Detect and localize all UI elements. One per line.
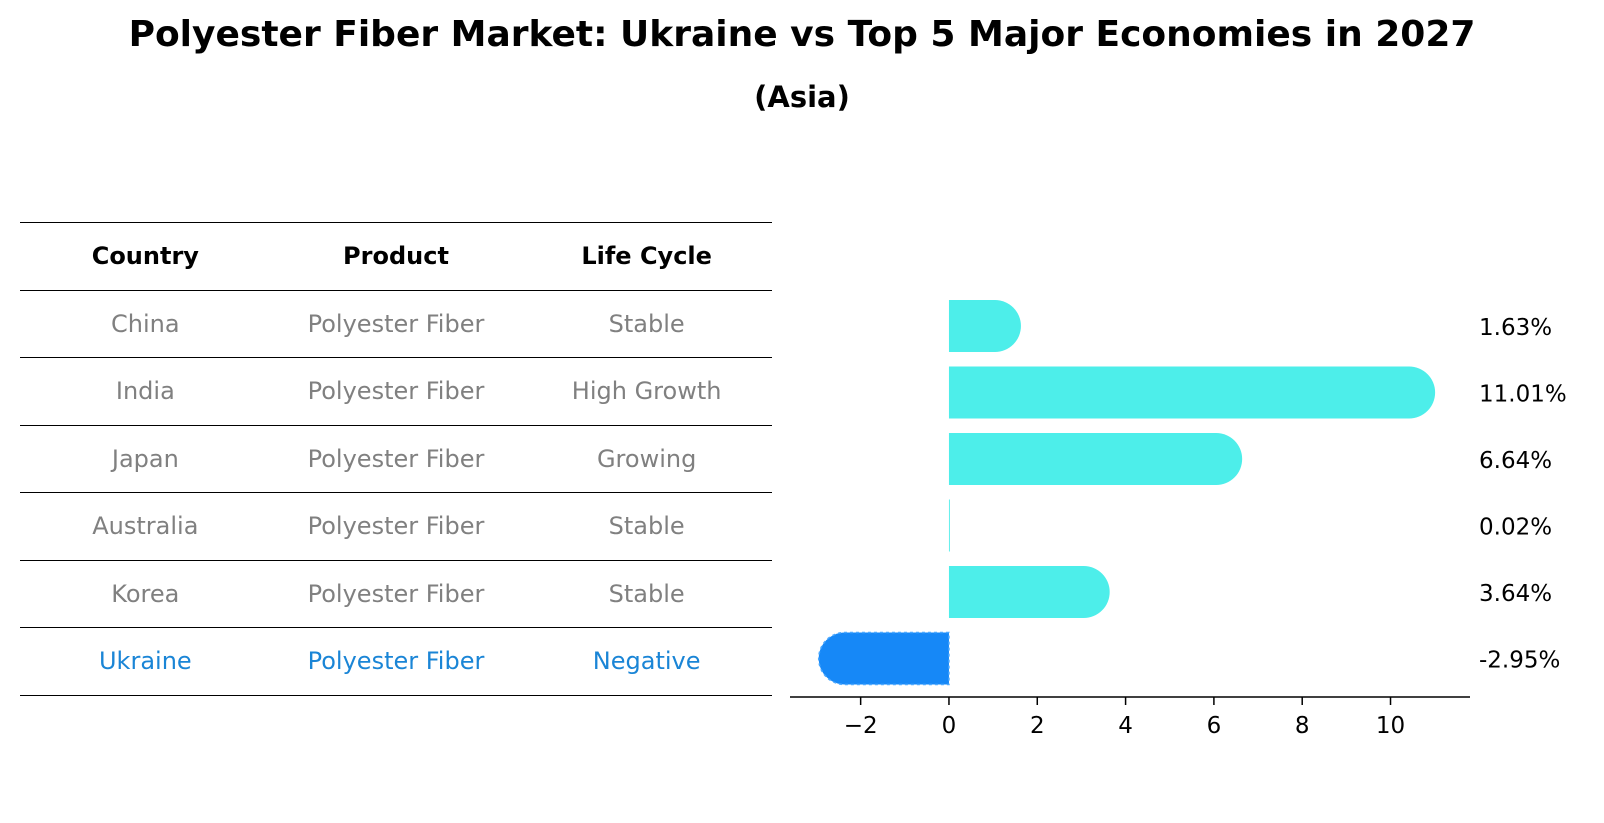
cell-product: Polyester Fiber <box>307 309 485 338</box>
cell-product: Polyester Fiber <box>307 579 485 608</box>
table-row-australia: Australia Polyester Fiber Stable <box>20 492 772 560</box>
value-label-china: 1.63% <box>1479 315 1552 341</box>
value-label-ukraine: -2.95% <box>1479 648 1560 674</box>
x-tick-label: 4 <box>1118 713 1133 739</box>
value-label-australia: 0.02% <box>1479 515 1552 541</box>
table-header-row: Country Product Life Cycle <box>20 222 772 290</box>
cell-life-cycle: Stable <box>608 309 685 338</box>
value-label-korea: 3.64% <box>1479 581 1552 607</box>
chart-subtitle: (Asia) <box>754 80 850 114</box>
header-product: Product <box>343 242 449 271</box>
header-life-cycle: Life Cycle <box>581 242 712 271</box>
value-label-india: 11.01% <box>1479 382 1567 408</box>
x-tick-label: 6 <box>1207 713 1222 739</box>
bar-india <box>948 366 1436 419</box>
cell-life-cycle: Growing <box>596 444 697 473</box>
header-country: Country <box>91 242 199 271</box>
x-tick-label: 10 <box>1376 713 1405 739</box>
table-row-japan: Japan Polyester Fiber Growing <box>20 424 772 493</box>
table-row-ukraine: Ukraine Polyester Fiber Negative <box>20 627 772 696</box>
x-tick-label: 2 <box>1030 713 1045 739</box>
cell-country: India <box>115 377 175 406</box>
cell-country: Japan <box>111 444 179 473</box>
x-tick-label: 0 <box>942 713 957 739</box>
cell-product: Polyester Fiber <box>307 512 485 541</box>
cell-product: Polyester Fiber <box>307 377 485 406</box>
bar-ukraine <box>817 631 950 686</box>
x-tick-label: 8 <box>1295 713 1310 739</box>
value-label-japan: 6.64% <box>1479 448 1552 474</box>
bar-china <box>948 300 1021 352</box>
cell-life-cycle: High Growth <box>571 377 722 406</box>
cell-country: Ukraine <box>98 647 192 676</box>
table-row-india: India Polyester Fiber High Growth <box>20 357 772 425</box>
table-row-korea: Korea Polyester Fiber Stable <box>20 559 772 628</box>
cell-country: Australia <box>92 512 199 541</box>
bar-korea <box>948 566 1110 618</box>
cell-country: Korea <box>111 579 180 608</box>
table-row-china: China Polyester Fiber Stable <box>20 289 772 358</box>
cell-life-cycle: Stable <box>608 512 685 541</box>
x-tick-label: −2 <box>844 713 878 739</box>
data-table: Country Product Life Cycle China Polyest… <box>20 222 772 696</box>
cell-product: Polyester Fiber <box>307 647 485 676</box>
chart-title: Polyester Fiber Market: Ukraine vs Top 5… <box>128 14 1476 55</box>
cell-life-cycle: Stable <box>608 579 685 608</box>
bar-australia <box>948 499 950 552</box>
cell-life-cycle: Negative <box>592 647 701 676</box>
cell-country: China <box>111 309 180 338</box>
cell-product: Polyester Fiber <box>307 444 485 473</box>
bar-japan <box>948 433 1243 485</box>
